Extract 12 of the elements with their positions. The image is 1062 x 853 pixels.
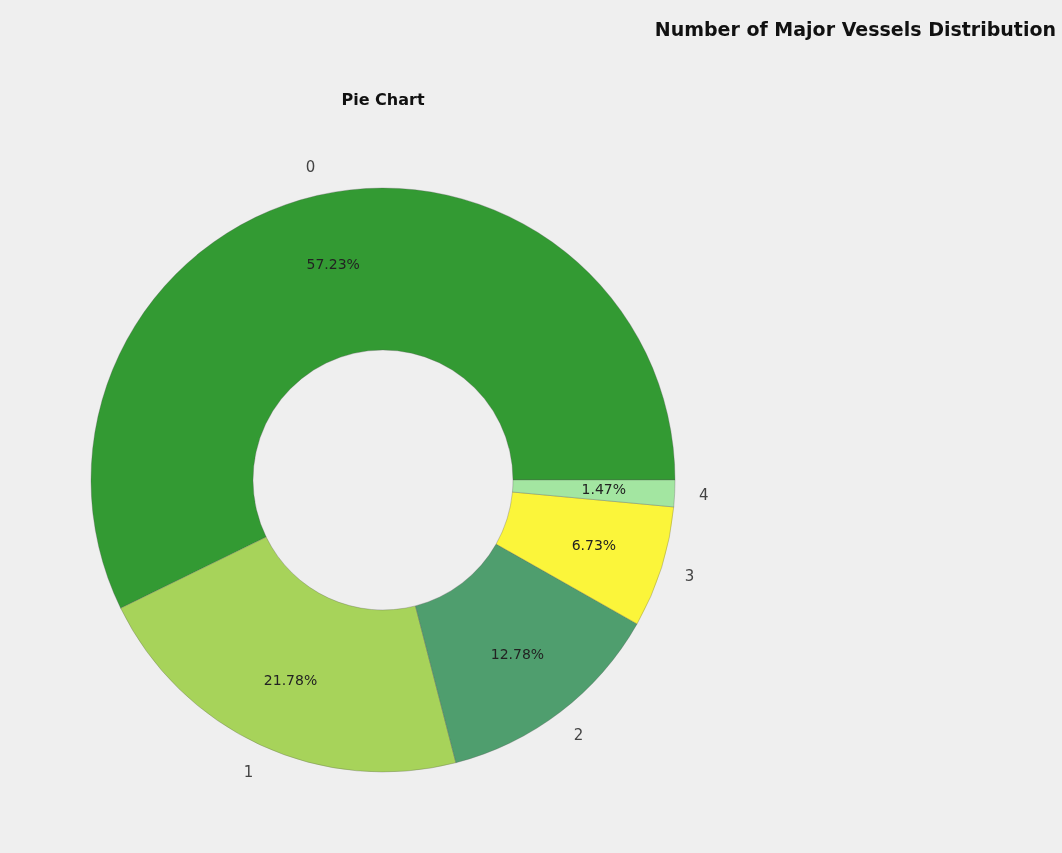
data-label: 21.78%	[263, 671, 318, 688]
slice-label: 3	[684, 567, 695, 586]
chart-subtitle: Pie Chart	[341, 90, 425, 109]
data-label: 6.73%	[571, 537, 617, 554]
text: Number of Major Vessels Distribution	[654, 18, 1056, 40]
data-label: 1.47%	[581, 481, 627, 498]
slice-label: 4	[699, 485, 709, 504]
slice-label: 0	[305, 158, 316, 177]
data-label: 57.23%	[306, 255, 360, 272]
slice-label: 1	[243, 762, 254, 781]
data-label: 12.78%	[490, 646, 545, 663]
slice-label: 2	[573, 725, 584, 744]
